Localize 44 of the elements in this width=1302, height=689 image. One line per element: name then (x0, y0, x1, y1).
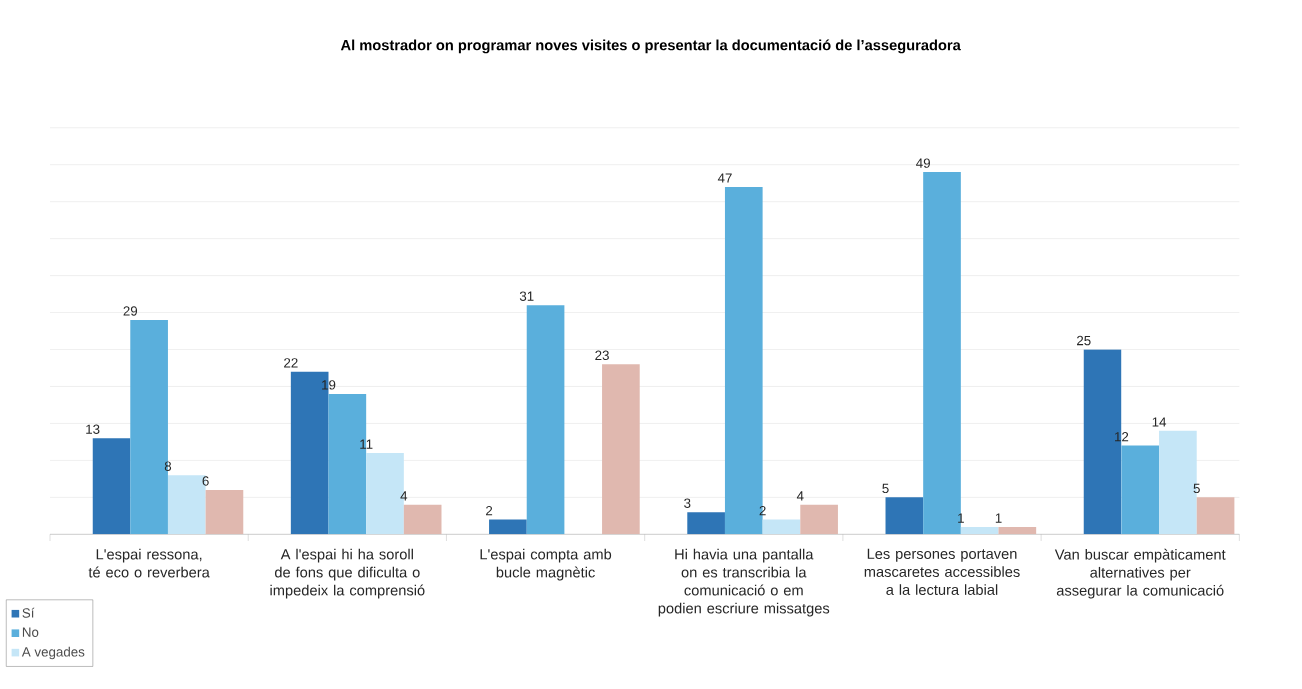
chart-title: Al mostrador on programar noves visites o presentar la documentació de l’asseguradora (340, 39, 961, 54)
data-label: 13 (86, 424, 100, 434)
data-label: 6 (202, 476, 209, 486)
data-label: 31 (519, 291, 534, 301)
data-label: 2 (759, 505, 766, 516)
data-label: 25 (1077, 335, 1091, 346)
legend-label: A vegades (21, 646, 85, 660)
data-label: 1 (958, 513, 964, 523)
bar (687, 512, 725, 535)
bar (92, 438, 131, 535)
data-label: 4 (400, 491, 408, 501)
bar (1121, 445, 1160, 535)
bar (489, 519, 527, 535)
bar (800, 504, 838, 535)
data-label: 22 (284, 358, 298, 368)
data-label: 47 (717, 173, 732, 183)
x-tick-label: Van buscar empàticament alternatives per assegurar la comunicació (1054, 548, 1226, 599)
bar (602, 364, 640, 535)
data-label: 49 (916, 158, 930, 168)
x-tick-label: L'espai ressona, té eco o reverbera (88, 548, 210, 578)
x-tick-label: Hi havia una pantalla on es transcribia la comunicació o em podien escriure missatges (658, 548, 830, 617)
data-label: 23 (595, 350, 609, 361)
x-tick-label: L'espai compta amb bucle magnètic (480, 548, 612, 581)
x-tick-label: A l'espai hi ha soroll de fons que dificulta o impedeix la comprensió (270, 548, 425, 599)
data-label: 2 (486, 505, 493, 516)
bar (403, 504, 442, 535)
data-label: 3 (684, 498, 691, 508)
legend-label: No (22, 627, 39, 637)
bar (1196, 497, 1235, 535)
bar (960, 526, 999, 535)
data-label: 14 (1152, 417, 1167, 427)
x-tick-label: Les persones portaven mascaretes accessibles a la lectura labial (864, 548, 1020, 595)
bar (205, 489, 244, 535)
legend-label: Sí (22, 607, 35, 618)
data-label: 8 (164, 461, 172, 471)
data-label: 5 (1193, 483, 1200, 494)
bar (762, 519, 801, 535)
data-label: 1 (995, 513, 1002, 523)
data-label: 5 (882, 483, 889, 494)
bar (998, 526, 1037, 535)
bar (526, 305, 565, 535)
data-label: 29 (123, 306, 138, 316)
data-label: 4 (796, 491, 804, 501)
bar (885, 497, 924, 535)
